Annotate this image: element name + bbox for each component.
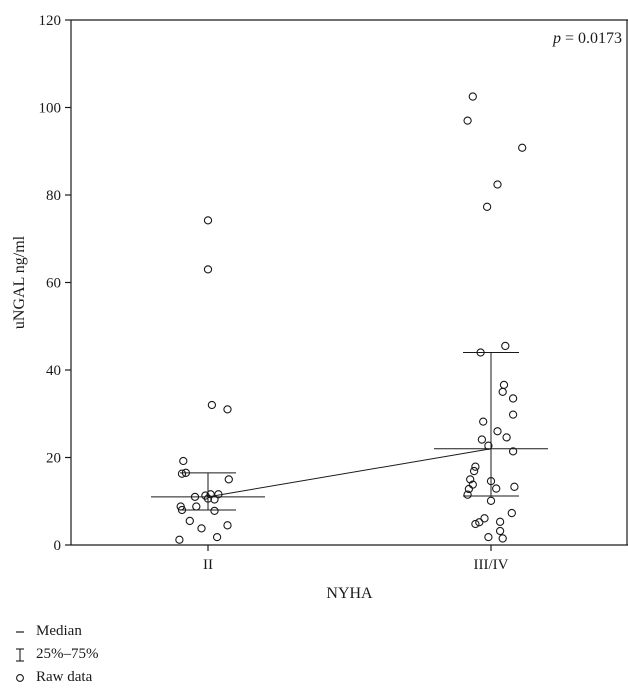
raw-data-point [499, 380, 509, 390]
legend-label: Median [36, 623, 82, 639]
raw-data-point [224, 475, 233, 484]
y-tick-label: 40 [46, 363, 61, 379]
median-connector-line [207, 448, 492, 498]
raw-data-point [471, 462, 480, 471]
legend-label: 25%–75% [36, 646, 99, 662]
raw-data-point [469, 466, 479, 476]
y-tick-label: 100 [39, 101, 62, 117]
raw-data-point [510, 482, 519, 491]
raw-data-point [518, 143, 527, 152]
legend-label: Raw data [36, 669, 93, 685]
raw-data-point [468, 480, 477, 489]
raw-data-point [493, 180, 502, 189]
y-tick-label: 0 [54, 538, 62, 554]
y-tick-label: 80 [46, 188, 61, 204]
raw-data-point [492, 484, 501, 493]
raw-data-point [502, 433, 511, 442]
raw-data-point [468, 92, 477, 101]
x-tick-label: II [203, 557, 213, 573]
legend-item-median: Median [8, 620, 99, 643]
raw-data-point [495, 517, 505, 526]
raw-data-point [463, 490, 472, 499]
legend-item-iqr: 25%–75% [8, 643, 99, 666]
raw-data-point [508, 394, 518, 403]
raw-data-point [181, 468, 191, 477]
p-value-symbol: p [552, 30, 561, 47]
raw-data-point [480, 514, 489, 523]
raw-data-point [179, 456, 188, 466]
x-axis: II III/IV [71, 544, 628, 573]
raw-data-point [486, 476, 496, 486]
raw-data-point [176, 502, 185, 511]
raw-data-point [507, 508, 516, 518]
raw-data-point [175, 535, 184, 544]
legend: Median 25%–75% Raw data [8, 620, 99, 689]
raw-data-point [203, 265, 213, 274]
raw-data-point [484, 532, 493, 542]
y-axis: 0 20 40 60 80 100 120 [39, 13, 72, 554]
raw-data-point [463, 116, 472, 125]
x-tick-label: III/IV [474, 557, 509, 573]
p-value-annotation: p = 0.0173 [552, 30, 622, 47]
raw-data-point [190, 492, 200, 502]
legend-item-raw: Raw data [8, 666, 99, 689]
raw-data-point [475, 518, 484, 527]
raw-data-point [203, 216, 213, 225]
x-axis-title: NYHA [326, 585, 373, 602]
raw-data-point [495, 526, 505, 536]
raw-data-point [493, 427, 502, 436]
raw-data-point [498, 534, 507, 543]
p-value-text: = 0.0173 [561, 30, 622, 47]
raw-data-point [501, 341, 510, 351]
raw-data-point [508, 410, 518, 419]
y-axis-title: uNGAL ng/ml [11, 235, 28, 329]
open-circle-icon [8, 672, 32, 684]
raw-data-point [192, 502, 201, 511]
raw-data-point [207, 400, 217, 410]
raw-data-point [477, 435, 487, 444]
raw-data-point [223, 405, 232, 414]
raw-data-point [498, 387, 507, 397]
raw-data-point [197, 524, 206, 533]
raw-data-point [212, 532, 222, 542]
iqr-bracket-icon [8, 647, 32, 663]
raw-data-point [486, 496, 496, 505]
group-1 [151, 216, 265, 544]
raw-data-point [479, 417, 488, 426]
y-tick-label: 60 [46, 276, 61, 292]
y-tick-label: 120 [39, 13, 62, 29]
raw-data-point [471, 519, 480, 529]
raw-data-point [206, 490, 215, 499]
raw-data-point [203, 494, 213, 503]
raw-data-point [466, 475, 475, 484]
raw-data-point [177, 469, 187, 478]
median-dash-icon [8, 627, 32, 637]
group-2 [434, 92, 548, 543]
y-tick-label: 20 [46, 451, 61, 467]
groups-layer [151, 92, 548, 544]
raw-data-point [476, 348, 485, 357]
raw-data-point [508, 447, 518, 456]
raw-data-point [482, 202, 492, 211]
raw-data-point [177, 505, 187, 515]
raw-data-point [185, 516, 194, 526]
chart: 0 20 40 60 80 100 120 II III/IV NYHA uNGAL ng/m… [11, 13, 628, 602]
raw-data-point [223, 521, 232, 530]
raw-data-point [210, 506, 219, 516]
